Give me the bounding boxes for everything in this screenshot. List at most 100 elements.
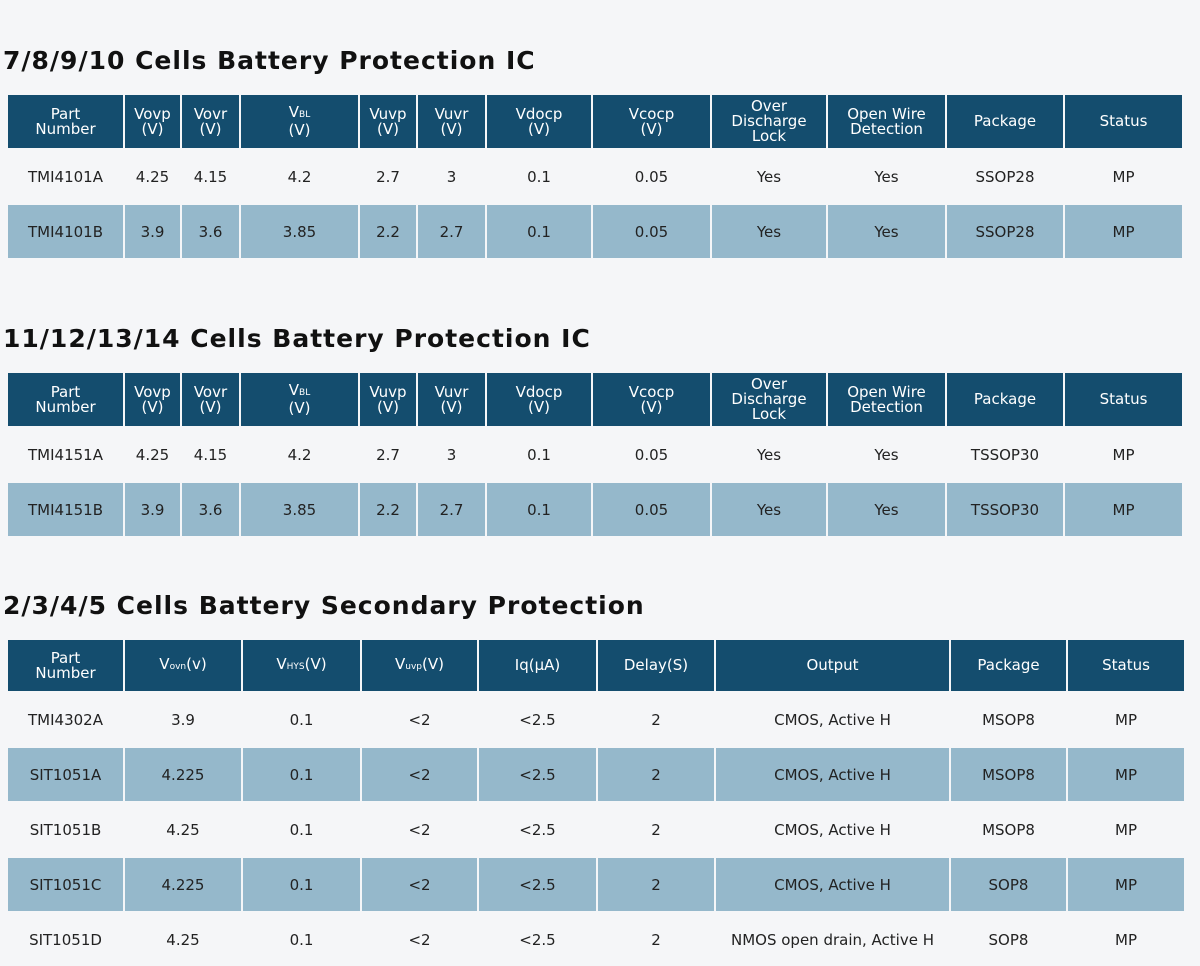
header-open-wire-detection: Open Wire Detection [828,373,945,426]
cell-vcocp: 0.05 [634,167,669,186]
cell-part-number: TMI4151B [8,483,123,536]
cell-package: MSOP8 [951,748,1066,801]
table-row: TMI4151A 4.25 4.15 4.2 2.7 3 0.1 0.05 Ye… [8,428,1182,481]
cell-vdocp: 0.1 [527,167,551,186]
cell-part-number: TMI4101B [8,205,123,258]
cell-vuvr: 3 [446,167,457,186]
cell-vovn: 4.225 [125,748,241,801]
cell-package: SSOP28 [947,205,1063,258]
cell-status: MP [1068,748,1184,801]
cell-vhys: 0.1 [289,820,314,839]
cell-output: CMOS, Active H [774,820,891,839]
header-package: Package [947,373,1063,426]
table-header-row: Part Number Vovp (V) Vovr (V) VBL (V) Vuvp (V… [8,373,1182,426]
secondary-protection-table: Part Number Vovn(v) VHYS(V) Vuvp(V) Iq(μA… [6,640,1186,966]
cell-part-number: SIT1051A [8,748,123,801]
cell-delay: 2 [598,748,714,801]
table-row: SIT1051D 4.25 0.1 <2 <2.5 2 NMOS open dr… [8,913,1184,966]
header-vdocp: Vdocp (V) [487,95,591,148]
cell-output: NMOS open drain, Active H [731,930,934,949]
cell-vuvp: 2.2 [360,483,416,536]
cell-vbl: 4.2 [287,445,312,464]
header-vhys: VHYS(V) [243,640,360,691]
header-package: Package [951,640,1066,691]
cell-vovp: 4.25 [135,445,170,464]
cell-open-wire-detection: Yes [828,483,945,536]
cell-vcocp: 0.05 [593,205,710,258]
table-row: TMI4101B 3.9 3.6 3.85 2.2 2.7 0.1 0.05 Y… [8,205,1182,258]
cell-delay: 2 [651,930,661,949]
header-open-wire-detection: Open Wire Detection [828,95,945,148]
cell-vovr: 3.6 [182,483,239,536]
cell-over-discharge-lock: Yes [756,167,782,186]
cell-package: SSOP28 [975,167,1035,186]
cell-part-number: TMI4101A [28,167,103,186]
cell-part-number: TMI4302A [28,710,103,729]
cell-vuvp: <2 [408,930,431,949]
cell-vhys: 0.1 [289,710,314,729]
cell-delay: 2 [651,820,661,839]
header-vdocp: Vdocp (V) [487,373,591,426]
cell-vuvp: <2 [408,820,431,839]
cell-status: MP [1112,445,1135,464]
cell-vcocp: 0.05 [593,483,710,536]
cell-iq: <2.5 [479,748,596,801]
header-vovn: Vovn(v) [125,640,241,691]
cell-vuvr: 2.7 [418,483,485,536]
table-header-row: Part Number Vovp (V) Vovr (V) VBL (V) Vuvp (V… [8,95,1182,148]
header-vcocp: Vcocp (V) [593,95,710,148]
cell-vdocp: 0.1 [527,445,551,464]
cell-status: MP [1068,858,1184,911]
cell-output: CMOS, Active H [716,748,949,801]
cell-iq: <2.5 [519,820,556,839]
header-package: Package [947,95,1063,148]
cell-package: TSSOP30 [947,483,1063,536]
cell-status: MP [1115,930,1137,949]
cell-vovn: 4.25 [166,930,200,949]
header-vuvr: Vuvr (V) [418,373,485,426]
header-vovp: Vovp (V) [125,95,180,148]
cell-vovn: 3.9 [171,710,195,729]
header-vbl: VBL (V) [241,95,358,148]
table-row: TMI4151B 3.9 3.6 3.85 2.2 2.7 0.1 0.05 Y… [8,483,1182,536]
cell-status: MP [1065,483,1182,536]
cell-open-wire-detection: Yes [874,445,899,464]
header-vuvr: Vuvr (V) [418,95,485,148]
cell-part-number: SIT1051B [29,820,102,839]
header-part-number: Part Number [8,95,123,148]
header-output: Output [716,640,949,691]
cell-vbl: 3.85 [241,205,358,258]
cell-delay: 2 [598,858,714,911]
header-vbl: VBL (V) [241,373,358,426]
cell-package: SOP8 [951,858,1066,911]
header-part-number: Part Number [8,640,123,691]
cell-part-number: SIT1051C [8,858,123,911]
cell-vuvr: 2.7 [418,205,485,258]
cell-status: MP [1112,167,1135,186]
cell-vovr: 4.15 [193,445,228,464]
section-title-7-10-cells: 7/8/9/10 Cells Battery Protection IC [3,46,536,75]
cell-output: CMOS, Active H [716,858,949,911]
cell-over-discharge-lock: Yes [712,205,826,258]
cell-open-wire-detection: Yes [828,205,945,258]
cell-vovr: 4.15 [193,167,228,186]
cell-package: SOP8 [988,930,1029,949]
table-row: TMI4101A 4.25 4.15 4.2 2.7 3 0.1 0.05 Ye… [8,150,1182,203]
cell-open-wire-detection: Yes [874,167,899,186]
cell-vovn: 4.25 [166,820,200,839]
cell-vuvp: <2 [408,710,431,729]
cell-package: MSOP8 [982,820,1035,839]
header-vuvp: Vuvp(V) [362,640,477,691]
cell-vdocp: 0.1 [487,483,591,536]
cell-vhys: 0.1 [243,858,360,911]
cell-vuvp: 2.7 [376,167,400,186]
header-over-discharge-lock: Over Discharge Lock [712,373,826,426]
table-row: SIT1051A 4.225 0.1 <2 <2.5 2 CMOS, Activ… [8,748,1184,801]
table-header-row: Part Number Vovn(v) VHYS(V) Vuvp(V) Iq(μA… [8,640,1184,691]
header-part-number: Part Number [8,373,123,426]
protection-table-11-14-cells: Part Number Vovp (V) Vovr (V) VBL (V) Vuvp (V… [6,373,1184,536]
cell-over-discharge-lock: Yes [756,445,782,464]
cell-vovp: 3.9 [125,205,180,258]
cell-vuvp: <2 [362,748,477,801]
cell-vdocp: 0.1 [487,205,591,258]
